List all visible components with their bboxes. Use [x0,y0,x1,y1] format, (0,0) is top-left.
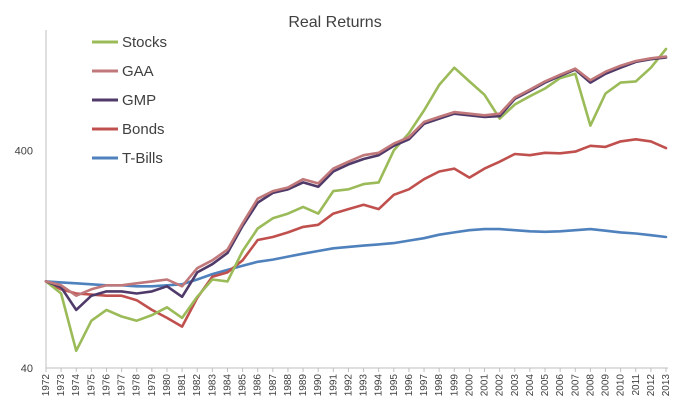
x-tick-label: 1994 [374,374,385,397]
x-tick-label: 1986 [253,374,264,397]
x-tick-label: 1989 [298,374,309,397]
series-line-gaa [44,55,668,297]
x-tick-label: 1990 [313,374,324,397]
x-tick-label: 1976 [101,374,112,397]
x-tick-label: 2006 [555,374,566,397]
x-tick-label: 1974 [71,374,82,397]
x-tick-label: 2001 [480,374,491,397]
x-tick-label: 1997 [419,374,430,397]
x-tick-label: 2007 [570,374,581,397]
x-tick-label: 1984 [222,374,233,397]
x-tick-label: 2003 [510,374,521,397]
x-tick-label: 1972 [41,374,52,397]
legend-label: Bonds [122,121,165,138]
x-tick-label: 1978 [132,374,143,397]
x-tick-label: 1985 [238,374,249,397]
x-tick-label: 1981 [177,374,188,397]
series-line-stocks [44,47,668,353]
x-tick-label: 2002 [495,374,506,397]
x-tick-label: 1993 [359,374,370,397]
x-tick-label: 1975 [86,374,97,397]
x-tick-label: 1996 [404,374,415,397]
y-axis-ticks: 40 400 [15,145,33,375]
x-tick-label: 2005 [540,374,551,397]
x-tick-label: 1999 [449,374,460,397]
x-tick-label: 1992 [343,374,354,397]
x-tick-label: 2010 [616,374,627,397]
legend-label: Stocks [122,34,167,51]
series-line-t-bills [44,227,668,288]
x-tick-label: 1977 [117,374,128,397]
x-tick-label: 2000 [464,374,475,397]
series-lines [44,47,668,353]
y-tick-label: 400 [15,145,33,157]
series-line-bonds [44,138,668,328]
x-tick-label: 2011 [631,374,642,396]
x-tick-label: 2013 [661,374,672,397]
x-tick-label: 2004 [525,374,536,397]
x-tick-label: 1991 [328,374,339,397]
x-tick-label: 1982 [192,374,203,397]
chart-title: Real Returns [288,14,381,31]
x-tick-label: 1979 [147,374,158,397]
x-tick-label: 1980 [162,374,173,397]
x-tick-label: 2009 [601,374,612,397]
legend-label: T-Bills [122,150,163,167]
legend-label: GAA [122,63,154,80]
chart-legend: Stocks GAA GMP Bonds T-Bills [92,34,167,167]
x-tick-label: 1988 [283,374,294,397]
x-tick-label: 1987 [268,374,279,397]
x-tick-label: 2008 [585,374,596,397]
legend-label: GMP [122,92,156,109]
x-tick-label: 1998 [434,374,445,397]
x-tick-label: 1973 [56,374,67,397]
y-tick-label: 40 [21,363,33,375]
x-tick-label: 1983 [207,374,218,397]
x-tick-label: 2012 [646,374,657,397]
x-axis-ticks: 1972 1973 1974 1975 1976 1977 1978 1979 1980 1981… [41,368,672,396]
x-tick-label: 1995 [389,374,400,397]
